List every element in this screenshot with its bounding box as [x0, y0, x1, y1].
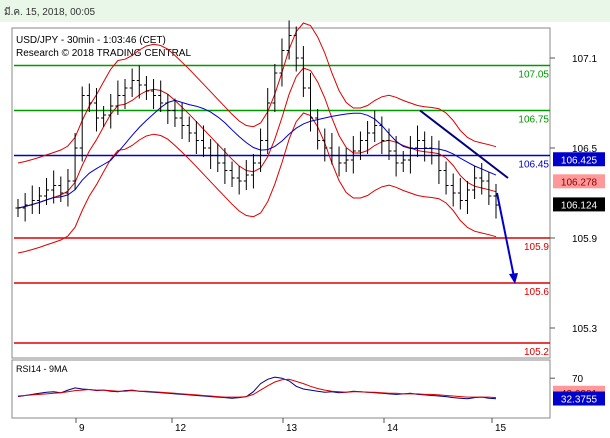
- x-tick-label-4: 15: [495, 423, 507, 434]
- header-date: มี.ค. 15, 2018, 00:05: [4, 6, 96, 18]
- rsi-panel: [11, 359, 551, 419]
- y-tick-label-2: 105.9: [572, 234, 597, 245]
- y-tick-label-3: 105.3: [572, 324, 597, 335]
- bollinger-lower: [17, 112, 497, 254]
- candles: [15, 20, 499, 222]
- price-panel: [11, 27, 551, 359]
- rsi-tag-box-1: [553, 391, 605, 406]
- chart-subtitle: Research © 2018 TRADING CENTRAL: [16, 48, 191, 59]
- price-tag-label-0: 106.425: [561, 155, 598, 166]
- header-strip: [0, 0, 610, 22]
- level-label-1: 106.75: [518, 115, 549, 126]
- rsi-y-axis: 7043.038132.3755: [550, 374, 605, 406]
- level-label-2: 106.45: [518, 160, 549, 171]
- price-tag-label-1: 106.278: [561, 177, 598, 188]
- x-axis: 9 12 13 14 15: [75, 418, 507, 434]
- level-label-5: 105.2: [524, 347, 549, 358]
- price-tag-box-0: [553, 152, 605, 167]
- x-tick-label-3: 14: [387, 423, 399, 434]
- price-tag-label-2: 106.124: [561, 200, 598, 211]
- rsi-series-1: [17, 378, 497, 399]
- y-tick-label-0: 107.1: [572, 54, 597, 65]
- rsi-tick-label-0: 70: [572, 374, 584, 385]
- price-tag-box-2: [553, 197, 605, 212]
- rsi-lines: [17, 376, 497, 400]
- trendline: [419, 109, 509, 179]
- price-tag-box-1: [553, 174, 605, 189]
- price-y-axis: 107.1 106.5 105.9 105.3: [550, 54, 597, 335]
- trendline-group: [419, 109, 518, 284]
- rsi-title: RSI14 - 9MA: [16, 364, 68, 374]
- x-tick-label-1: 12: [175, 423, 187, 434]
- chart-title: USD/JPY - 30min - 1:03:46 (CET): [16, 35, 166, 46]
- forecast-arrow-shaft: [496, 192, 515, 278]
- bollinger-upper: [17, 22, 497, 164]
- level-label-0: 107.05: [518, 70, 549, 81]
- x-tick-label-0: 9: [79, 423, 85, 434]
- level-label-3: 105.9: [524, 242, 549, 253]
- price-tags: 106.425 106.278 106.124: [553, 152, 605, 212]
- level-label-4: 105.6: [524, 287, 549, 298]
- moving-average-short: [17, 67, 497, 209]
- forecast-arrow-head: [509, 273, 518, 284]
- y-tick-label-1: 106.5: [572, 144, 597, 155]
- rsi-tag-label-1: 32.3755: [561, 395, 598, 406]
- x-tick-label-2: 13: [286, 423, 298, 434]
